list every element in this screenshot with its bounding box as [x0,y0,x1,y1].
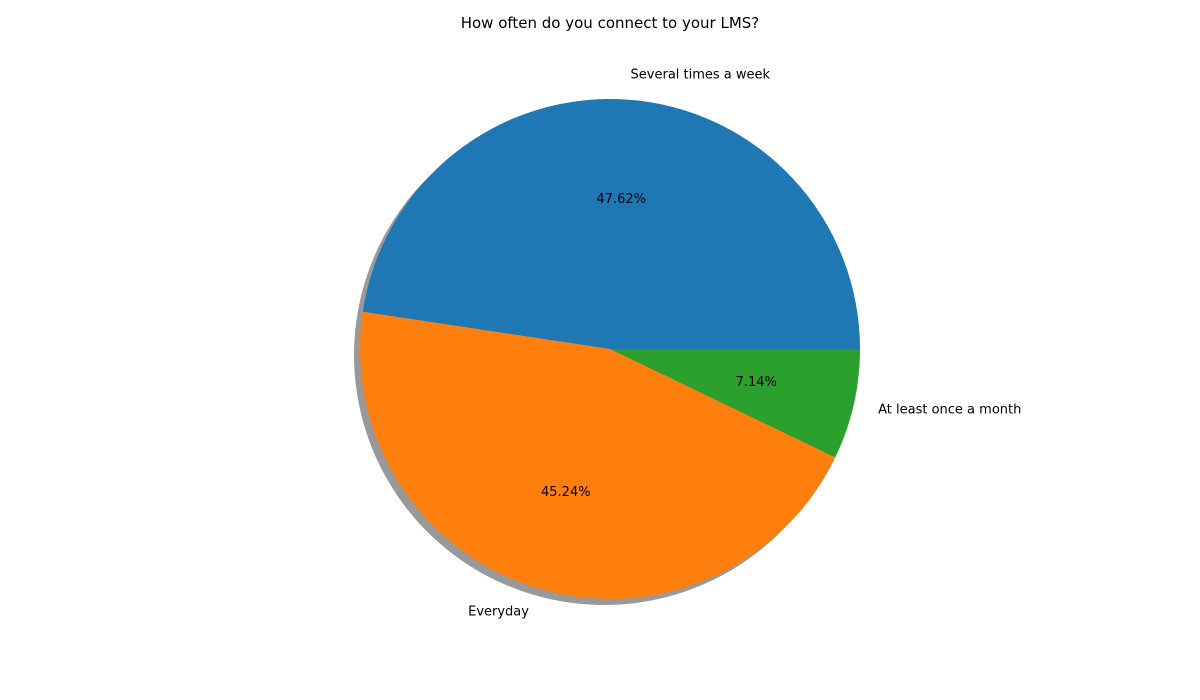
pie-slice-everyday [359,311,836,600]
slice-label-several-times-a-week: Several times a week [631,67,771,82]
pie-labels: Several times a week 47.62% Everyday 45.24%… [468,67,1021,619]
slice-percent-several-times-a-week: 47.62% [596,192,646,207]
slice-percent-everyday: 45.24% [541,485,591,500]
slice-label-everyday: Everyday [468,604,529,619]
slice-label-at-least-once-a-month: At least once a month [878,403,1021,418]
chart-title: How often do you connect to your LMS? [461,14,760,32]
pie-slices [359,98,861,600]
pie-slice-at-least-once-a-month [610,349,860,458]
slice-percent-at-least-once-a-month: 7.14% [736,375,777,390]
pie-slice-several-times-a-week [362,98,861,350]
